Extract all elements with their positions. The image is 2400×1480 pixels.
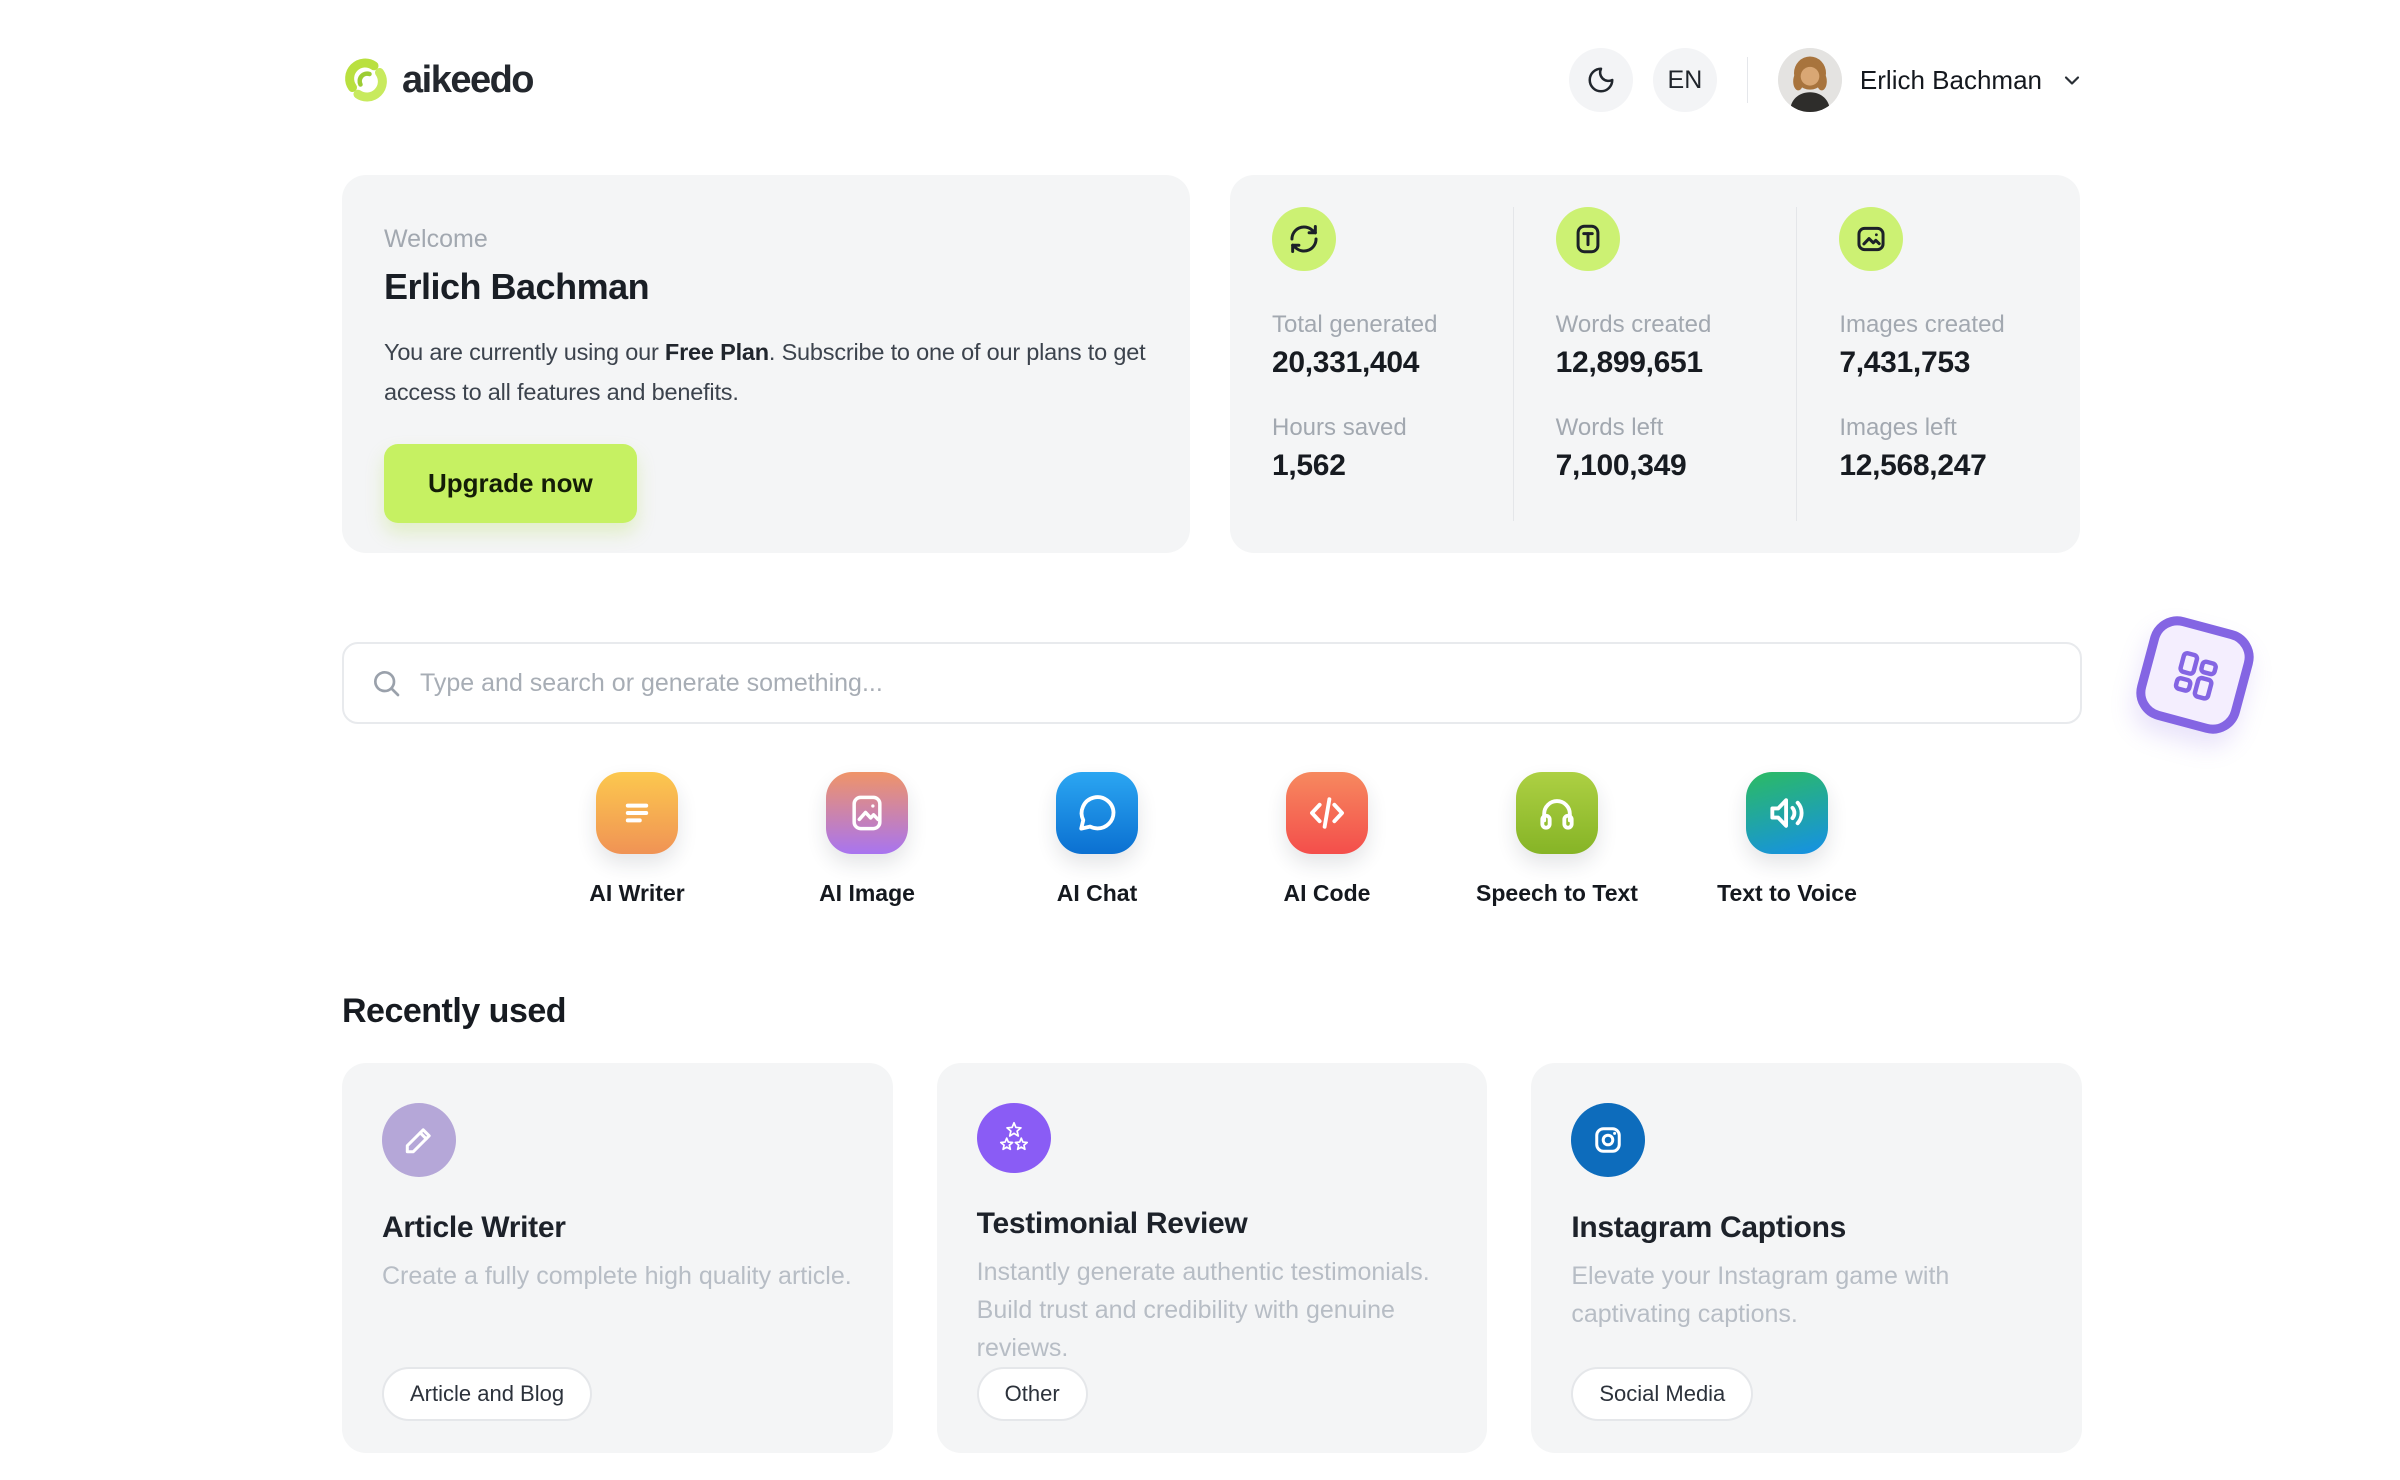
recent-card-testimonial-review[interactable]: Testimonial Review Instantly generate au… [936, 1063, 1488, 1453]
card-category-tag: Other [976, 1367, 1088, 1421]
language-label: EN [1667, 65, 1703, 94]
headphones-icon [1516, 772, 1598, 854]
tool-text-to-voice[interactable]: Text to Voice [1672, 772, 1902, 907]
chat-bubble-icon [1056, 772, 1138, 854]
card-title: Article Writer [382, 1211, 566, 1244]
upgrade-button[interactable]: Upgrade now [384, 444, 637, 523]
code-icon [1286, 772, 1368, 854]
stat-label: Total generated [1272, 311, 1438, 338]
tool-label: AI Writer [589, 880, 685, 906]
theme-toggle-button[interactable] [1568, 48, 1633, 112]
floating-apps-widget[interactable] [2130, 610, 2260, 740]
card-category-tag: Article and Blog [382, 1367, 593, 1421]
card-title: Testimonial Review [976, 1207, 1248, 1240]
tool-label: AI Code [1283, 880, 1371, 906]
recently-used-cards: Article Writer Create a fully complete h… [342, 1063, 2083, 1453]
tool-label: AI Chat [1056, 880, 1138, 906]
card-title: Instagram Captions [1571, 1211, 1846, 1244]
avatar [1777, 48, 1842, 112]
welcome-card: Welcome Erlich Bachman You are currently… [342, 175, 1190, 553]
stat-label: Words left [1555, 414, 1664, 441]
recent-card-instagram-captions[interactable]: Instagram Captions Elevate your Instagra… [1531, 1063, 2083, 1453]
image-icon [1839, 207, 1904, 271]
text-lines-icon [596, 772, 678, 854]
stat-column-words: Words created 12,899,651 Words left 7,10… [1512, 207, 1797, 521]
stat-value: 12,899,651 [1555, 346, 1703, 379]
card-description: Create a fully complete high quality art… [382, 1262, 852, 1290]
user-name: Erlich Bachman [1859, 64, 2042, 95]
tool-ai-code[interactable]: AI Code [1212, 772, 1442, 907]
logo[interactable]: aikeedo [342, 56, 535, 104]
search-input[interactable] [420, 668, 2054, 698]
card-description: Elevate your Instagram game with captiva… [1571, 1262, 1950, 1328]
header-divider [1746, 57, 1748, 103]
stat-column-generated: Total generated 20,331,404 Hours saved 1… [1230, 207, 1513, 521]
quick-tools: AI Writer AI Image AI Chat [342, 772, 2082, 907]
tool-label: AI Image [819, 880, 915, 906]
language-button[interactable]: EN [1652, 48, 1717, 112]
stat-column-images: Images created 7,431,753 Images left 12,… [1796, 207, 2080, 521]
stat-label: Hours saved [1272, 414, 1407, 441]
tool-ai-writer[interactable]: AI Writer [522, 772, 752, 907]
user-menu[interactable]: Erlich Bachman [1777, 48, 2084, 112]
logo-text: aikeedo [402, 58, 535, 101]
plan-message: You are currently using our Free Plan. S… [384, 339, 1146, 405]
header-actions: EN Erlich Bachman [1568, 48, 2084, 112]
stat-value: 7,100,349 [1555, 449, 1687, 482]
logo-swirl-icon [342, 56, 390, 104]
tool-label: Text to Voice [1717, 880, 1857, 906]
tool-speech-to-text[interactable]: Speech to Text [1442, 772, 1672, 907]
recent-card-article-writer[interactable]: Article Writer Create a fully complete h… [342, 1063, 893, 1453]
dashboard-grid-icon [2162, 642, 2228, 708]
moon-icon [1586, 65, 1616, 95]
pencil-icon [382, 1103, 456, 1177]
tool-ai-chat[interactable]: AI Chat [982, 772, 1212, 907]
chevron-down-icon [2060, 68, 2084, 92]
stat-label: Images created [1839, 311, 2005, 338]
stat-value: 7,431,753 [1839, 346, 1971, 379]
card-description: Instantly generate authentic testimonial… [976, 1258, 1430, 1362]
stars-icon [976, 1103, 1051, 1173]
stat-label: Images left [1839, 414, 1957, 441]
search-bar [342, 642, 2082, 724]
stat-label: Words created [1555, 311, 1712, 338]
image-icon [826, 772, 908, 854]
tool-label: Speech to Text [1476, 880, 1638, 906]
search-icon [370, 667, 402, 699]
welcome-user-name: Erlich Bachman [384, 266, 650, 307]
tool-ai-image[interactable]: AI Image [752, 772, 982, 907]
instagram-icon [1571, 1103, 1646, 1177]
plan-name: Free Plan [664, 339, 769, 365]
text-icon [1555, 207, 1620, 271]
card-category-tag: Social Media [1571, 1367, 1754, 1421]
welcome-eyebrow: Welcome [384, 225, 488, 253]
recently-used-heading: Recently used [342, 992, 567, 1030]
usage-stats-card: Total generated 20,331,404 Hours saved 1… [1230, 175, 2080, 553]
stat-value: 20,331,404 [1272, 346, 1420, 379]
header: aikeedo EN [342, 38, 2084, 122]
stat-value: 12,568,247 [1839, 449, 1987, 482]
stat-value: 1,562 [1272, 449, 1346, 482]
speaker-icon [1746, 772, 1828, 854]
sync-icon [1272, 207, 1336, 271]
